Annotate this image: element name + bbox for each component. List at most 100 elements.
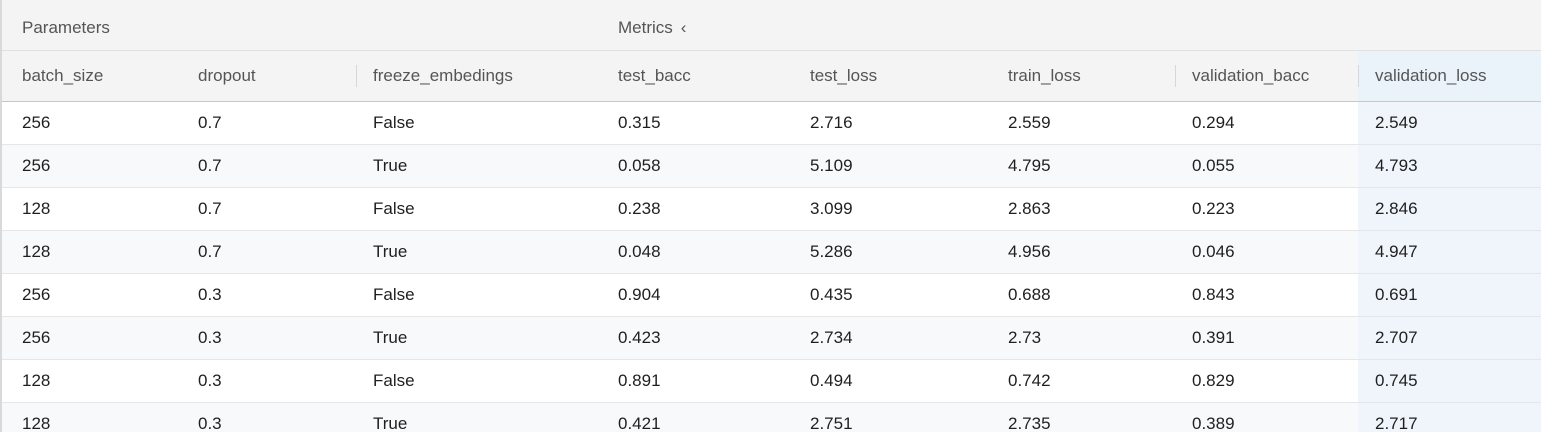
- cell-test-bacc: 0.048: [618, 242, 661, 261]
- cell-train-loss: 0.688: [1008, 285, 1051, 304]
- cell-validation-bacc: 0.046: [1192, 242, 1235, 261]
- cell-batch-size: 128: [22, 371, 51, 390]
- table-row[interactable]: 128 0.3 True 0.421 2.751 2.735 0.389 2.717: [2, 403, 1541, 432]
- cell-test-bacc: 0.423: [618, 328, 661, 347]
- column-header-validation-bacc[interactable]: validation_bacc: [1192, 66, 1310, 85]
- cell-test-bacc: 0.421: [618, 414, 661, 432]
- column-highlight: [1358, 51, 1541, 101]
- cell-dropout: 0.7: [198, 199, 222, 218]
- cell-test-bacc: 0.904: [618, 285, 661, 304]
- column-header-row: batch_size dropout freeze_embedings test…: [2, 51, 1541, 102]
- cell-validation-bacc: 0.391: [1192, 328, 1235, 347]
- table-body: 256 0.7 False 0.315 2.716 2.559 0.294 2.549 256 0…: [2, 102, 1541, 432]
- cell-test-loss: 5.286: [810, 242, 853, 261]
- cell-validation-bacc: 0.223: [1192, 199, 1235, 218]
- cell-freeze-embedings: False: [373, 113, 415, 132]
- cell-train-loss: 2.863: [1008, 199, 1051, 218]
- cell-batch-size: 256: [22, 328, 51, 347]
- column-highlight: [1358, 274, 1541, 316]
- cell-validation-bacc: 0.055: [1192, 156, 1235, 175]
- group-header-row: Parameters Metrics ‹: [2, 0, 1541, 51]
- cell-freeze-embedings: True: [373, 242, 408, 261]
- column-highlight: [1358, 317, 1541, 359]
- column-highlight: [1358, 188, 1541, 230]
- table-row[interactable]: 128 0.3 False 0.891 0.494 0.742 0.829 0.745: [2, 360, 1541, 403]
- cell-validation-loss: 2.707: [1375, 328, 1418, 347]
- column-highlight: [1358, 102, 1541, 144]
- cell-dropout: 0.3: [198, 414, 222, 432]
- cell-freeze-embedings: True: [373, 414, 408, 432]
- column-highlight: [1358, 403, 1541, 432]
- cell-train-loss: 4.795: [1008, 156, 1051, 175]
- cell-dropout: 0.7: [198, 113, 222, 132]
- column-header-dropout[interactable]: dropout: [198, 66, 256, 85]
- cell-train-loss: 2.559: [1008, 113, 1051, 132]
- cell-validation-loss: 4.947: [1375, 242, 1418, 261]
- cell-train-loss: 2.735: [1008, 414, 1051, 432]
- cell-batch-size: 128: [22, 242, 51, 261]
- cell-test-loss: 0.435: [810, 285, 853, 304]
- cell-validation-bacc: 0.843: [1192, 285, 1235, 304]
- cell-freeze-embedings: False: [373, 285, 415, 304]
- chevron-left-icon[interactable]: ‹: [680, 18, 687, 37]
- cell-dropout: 0.3: [198, 285, 222, 304]
- cell-train-loss: 2.73: [1008, 328, 1042, 347]
- metrics-group-header[interactable]: Metrics ‹: [618, 0, 686, 50]
- cell-validation-loss: 2.549: [1375, 113, 1418, 132]
- column-header-test-bacc[interactable]: test_bacc: [618, 66, 691, 85]
- table-row[interactable]: 256 0.3 False 0.904 0.435 0.688 0.843 0.691: [2, 274, 1541, 317]
- cell-validation-bacc: 0.294: [1192, 113, 1235, 132]
- column-highlight: [1358, 231, 1541, 273]
- cell-batch-size: 256: [22, 113, 51, 132]
- cell-test-bacc: 0.058: [618, 156, 661, 175]
- cell-dropout: 0.7: [198, 156, 222, 175]
- cell-batch-size: 128: [22, 199, 51, 218]
- cell-batch-size: 128: [22, 414, 51, 432]
- table-row[interactable]: 128 0.7 False 0.238 3.099 2.863 0.223 2.846: [2, 188, 1541, 231]
- table-row[interactable]: 128 0.7 True 0.048 5.286 4.956 0.046 4.947: [2, 231, 1541, 274]
- cell-test-bacc: 0.891: [618, 371, 661, 390]
- table-row[interactable]: 256 0.7 False 0.315 2.716 2.559 0.294 2.549: [2, 102, 1541, 145]
- cell-test-loss: 0.494: [810, 371, 853, 390]
- column-highlight: [1358, 360, 1541, 402]
- cell-test-loss: 3.099: [810, 199, 853, 218]
- column-header-test-loss[interactable]: test_loss: [810, 66, 878, 85]
- column-header-freeze-embedings[interactable]: freeze_embedings: [373, 66, 513, 85]
- cell-batch-size: 256: [22, 285, 51, 304]
- table-row[interactable]: 256 0.7 True 0.058 5.109 4.795 0.055 4.793: [2, 145, 1541, 188]
- cell-batch-size: 256: [22, 156, 51, 175]
- column-header-train-loss[interactable]: train_loss: [1008, 66, 1081, 85]
- cell-dropout: 0.3: [198, 328, 222, 347]
- cell-test-bacc: 0.315: [618, 113, 661, 132]
- cell-test-loss: 2.734: [810, 328, 853, 347]
- cell-train-loss: 0.742: [1008, 371, 1051, 390]
- cell-freeze-embedings: False: [373, 199, 415, 218]
- cell-test-loss: 5.109: [810, 156, 853, 175]
- column-highlight: [1358, 145, 1541, 187]
- column-resize-handle[interactable]: [356, 65, 357, 87]
- cell-test-loss: 2.751: [810, 414, 853, 432]
- cell-test-bacc: 0.238: [618, 199, 661, 218]
- cell-validation-loss: 0.691: [1375, 285, 1418, 304]
- column-resize-handle[interactable]: [1358, 65, 1359, 87]
- cell-train-loss: 4.956: [1008, 242, 1051, 261]
- cell-test-loss: 2.716: [810, 113, 853, 132]
- parameters-group-label: Parameters: [22, 18, 110, 37]
- cell-freeze-embedings: True: [373, 156, 408, 175]
- metrics-group-label: Metrics: [618, 18, 673, 37]
- cell-dropout: 0.3: [198, 371, 222, 390]
- cell-validation-bacc: 0.829: [1192, 371, 1235, 390]
- cell-validation-loss: 0.745: [1375, 371, 1418, 390]
- column-header-batch-size[interactable]: batch_size: [22, 66, 104, 85]
- cell-dropout: 0.7: [198, 242, 222, 261]
- cell-validation-loss: 4.793: [1375, 156, 1418, 175]
- cell-freeze-embedings: True: [373, 328, 408, 347]
- cell-validation-bacc: 0.389: [1192, 414, 1235, 432]
- cell-validation-loss: 2.846: [1375, 199, 1418, 218]
- table-row[interactable]: 256 0.3 True 0.423 2.734 2.73 0.391 2.707: [2, 317, 1541, 360]
- cell-validation-loss: 2.717: [1375, 414, 1418, 432]
- column-header-validation-loss[interactable]: validation_loss: [1375, 66, 1487, 85]
- column-resize-handle[interactable]: [1175, 65, 1176, 87]
- cell-freeze-embedings: False: [373, 371, 415, 390]
